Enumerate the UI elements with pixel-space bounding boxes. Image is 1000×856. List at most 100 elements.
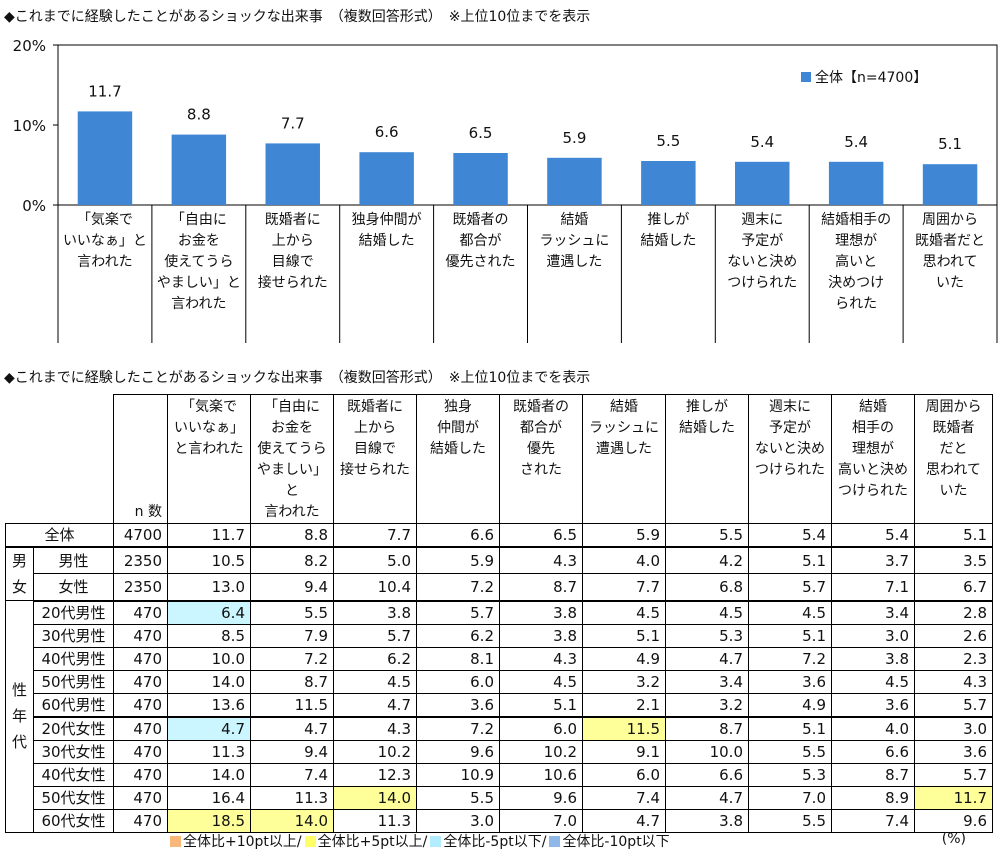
table-row: 40代男性 470 10.0 7.2 6.2 8.1 4.3 4.9 4.7 7.2 3.8 2.3 [6,646,993,671]
column-header: 推しが 結婚した [665,394,749,524]
legend-text: 全体比-10pt以下 [562,834,670,850]
value-cell: 12.3 [333,762,417,787]
value-cell: 5.1 [499,692,583,718]
n-value: 470 [113,762,168,787]
table-row: 性年代 20代男性 470 6.4 5.5 3.8 5.7 3.8 4.5 4.5 4.5 3.4 2.… [5,600,993,833]
column-header-line: 言われた [264,504,320,520]
value-cell: 4.7 [665,646,749,671]
value-cell: 5.3 [665,623,749,648]
legend-swatch [170,836,181,847]
column-header-line: 目線で [354,441,396,457]
data-label: 5.1 [938,135,962,153]
column-header-line: いた [939,483,968,499]
data-label: 6.5 [469,124,493,142]
column-header-line: 結婚 [610,399,638,415]
category-label-line: 上から [271,233,314,249]
value-cell: 4.3 [499,646,583,671]
bar [922,164,978,205]
value-cell: 6.0 [416,669,500,694]
legend-swatch [549,836,561,847]
value-cell: 6.6 [416,523,500,548]
data-label: 5.4 [750,133,774,151]
category-label-line: 目線で [271,254,314,270]
legend-item: 全体比-5pt以下/ [430,834,546,850]
value-cell: 8.7 [665,716,749,741]
category-label-line: 推しが [647,212,690,228]
column-header-line: お金を [271,420,313,436]
column-header-line: 高いと決め [838,462,908,478]
n-value: 470 [113,716,168,741]
value-cell: 6.6 [831,739,915,764]
data-label: 5.5 [656,132,680,150]
value-cell: 6.0 [582,762,666,787]
value-cell: 10.0 [665,739,749,764]
column-header-line: 相手の [852,420,894,436]
value-cell: 3.6 [748,669,832,694]
n-value: 470 [113,600,168,625]
column-header-line: 理想が [852,441,894,457]
bar [171,134,227,205]
column-header-line: ないと決め [755,441,825,457]
column-header: 独身 仲間が 結婚した [416,394,500,524]
column-header-line: 独身 [444,399,472,415]
value-cell: 7.7 [333,523,417,548]
category-label-line: ラッシュに [539,233,610,249]
value-cell: 5.9 [582,523,666,548]
row-label: 60代女性 [33,808,114,833]
value-cell: 7.9 [250,623,334,648]
category-label: 推しが 結婚した [622,210,714,252]
group-label-char: 代 [11,733,27,752]
value-cell: 14.0 [167,762,251,787]
category-label: 既婚者の 都合が 優先された [435,210,527,273]
value-cell: 3.2 [665,692,749,718]
value-cell: 3.0 [914,716,993,741]
value-cell: 11.3 [250,785,334,810]
value-cell: 4.7 [582,808,666,833]
column-header-line: 仲間が [437,420,479,436]
value-cell: 11.7 [914,785,993,810]
bar [735,161,790,205]
row-label: 30代男性 [33,623,114,648]
value-cell: 11.5 [582,716,666,741]
n-value: 470 [113,739,168,764]
value-cell: 2.8 [914,600,993,625]
value-cell: 6.4 [167,600,251,625]
category-label-line: 結婚した [640,233,697,249]
column-header-line: 予定が [769,420,811,436]
value-cell: 7.2 [416,573,500,602]
column-header-line: つけられた [755,462,825,478]
column-header-line: 「自由に [264,399,320,415]
column-header-line: 遭遇した [596,441,652,457]
value-cell: 3.8 [499,600,583,625]
value-cell: 5.5 [748,808,832,833]
value-cell: 8.9 [831,785,915,810]
n-value: 2350 [113,573,168,602]
value-cell: 14.0 [250,808,334,833]
value-cell: 3.2 [582,669,666,694]
value-cell: 4.5 [582,600,666,625]
legend-item: 全体比-10pt以下 [549,834,670,850]
data-table: n 数「気楽で いいなぁ」 と言われた 「自由に お金を 使えてうら やましい」と 言われた既… [5,394,993,833]
data-label: 5.9 [563,129,587,147]
value-cell: 5.1 [748,546,832,575]
value-cell: 5.0 [333,546,417,575]
value-cell: 5.4 [748,523,832,548]
data-label: 7.7 [281,114,305,132]
category-label-line: 言われた [171,296,227,312]
value-cell: 5.5 [416,785,500,810]
value-cell: 7.2 [416,716,500,741]
value-cell: 3.8 [333,600,417,625]
value-cell: 7.0 [499,808,583,833]
column-header-line: だと [939,441,968,457]
legend-item: 全体比+5pt以上/ [304,834,427,850]
value-cell: 3.6 [914,739,993,764]
category-label: 独身仲間が 結婚した [341,210,433,252]
column-header-line: と言われた [174,441,244,457]
column-header-line: 「気楽で [181,399,237,415]
value-cell: 7.4 [250,762,334,787]
n-value: 470 [113,623,168,648]
category-label-line: 週末に [741,212,784,228]
value-cell: 8.7 [499,573,583,602]
value-cell: 8.7 [250,669,334,694]
column-header-line: 結婚した [679,420,735,436]
